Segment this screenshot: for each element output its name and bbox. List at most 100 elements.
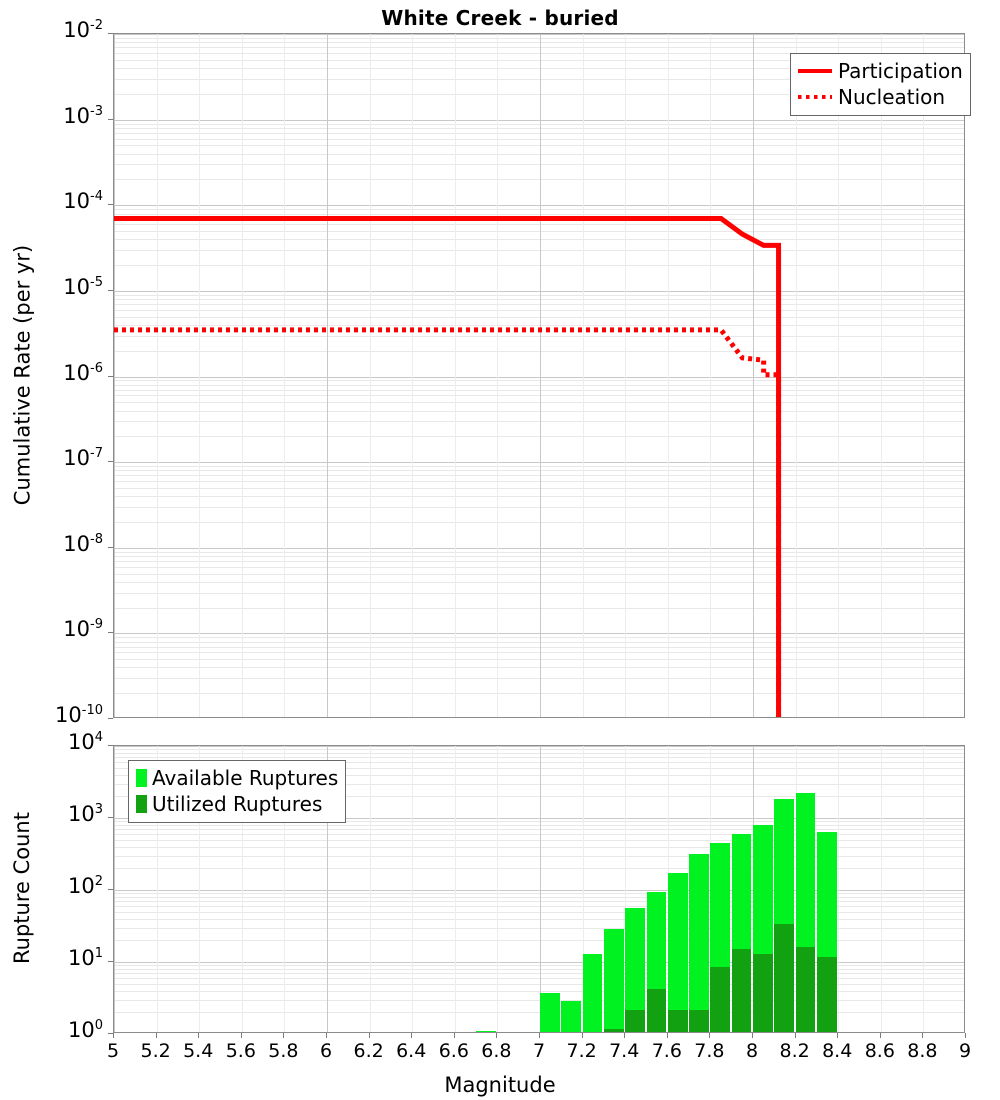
gridline-minor-vertical bbox=[242, 746, 243, 1032]
bar-segment-utilized bbox=[667, 1010, 688, 1032]
top-panel-legend: Participation Nucleation bbox=[790, 53, 971, 116]
gridline-minor-horizontal bbox=[114, 973, 964, 974]
histogram-bar bbox=[731, 746, 752, 1032]
gridline-minor-horizontal bbox=[114, 637, 964, 638]
gridline-major-horizontal bbox=[114, 377, 964, 378]
x-tick-4: 5.8 bbox=[268, 1040, 299, 1062]
top-panel-y-tick-mark bbox=[108, 119, 113, 120]
bar-segment-available bbox=[540, 992, 560, 1032]
legend-item-nucleation: Nucleation bbox=[798, 84, 963, 110]
top-panel-y-tick-3: 10-5 bbox=[63, 274, 103, 299]
bottom-panel-y-tick-4: 100 bbox=[67, 1018, 103, 1042]
dotted-line-icon bbox=[798, 95, 832, 99]
x-tick-mark bbox=[198, 1033, 199, 1038]
gridline-minor-horizontal bbox=[114, 351, 964, 352]
gridline-minor-horizontal bbox=[114, 906, 964, 907]
gridline-minor-horizontal bbox=[114, 912, 964, 913]
gridline-major-vertical bbox=[327, 746, 328, 1032]
bottom-panel-y-axis-label: Rupture Count bbox=[10, 812, 34, 964]
gridline-minor-horizontal bbox=[114, 475, 964, 476]
gridline-minor-horizontal bbox=[114, 68, 964, 69]
gridline-minor-vertical bbox=[583, 34, 584, 717]
gridline-minor-horizontal bbox=[114, 79, 964, 80]
gridline-major-vertical bbox=[327, 34, 328, 717]
x-axis-label: Magnitude bbox=[444, 1073, 556, 1097]
gridline-minor-horizontal bbox=[114, 647, 964, 648]
gridline-minor-vertical bbox=[370, 34, 371, 717]
gridline-minor-horizontal bbox=[114, 762, 964, 763]
solid-line-icon bbox=[798, 69, 832, 73]
x-tick-12: 7.4 bbox=[609, 1040, 640, 1062]
bottom-panel-y-tick-mark bbox=[108, 817, 113, 818]
gridline-minor-horizontal bbox=[114, 164, 964, 165]
top-panel-y-tick-2: 10-4 bbox=[63, 189, 103, 214]
gridline-minor-horizontal bbox=[114, 856, 964, 857]
top-panel-gridlines bbox=[114, 34, 964, 717]
gridline-major-horizontal bbox=[114, 746, 964, 747]
gridline-minor-vertical bbox=[370, 746, 371, 1032]
figure-title: White Creek - buried bbox=[381, 6, 619, 30]
cumulative-rate-plot bbox=[113, 33, 965, 718]
top-panel-y-tick-mark bbox=[108, 547, 113, 548]
gridline-minor-horizontal bbox=[114, 310, 964, 311]
gridline-major-horizontal bbox=[114, 633, 964, 634]
top-panel-y-tick-5: 10-7 bbox=[63, 446, 103, 471]
color-swatch-icon bbox=[136, 795, 147, 813]
bottom-panel-y-tick-0: 104 bbox=[67, 730, 103, 754]
gridline-minor-horizontal bbox=[114, 969, 964, 970]
legend-item-participation: Participation bbox=[798, 58, 963, 84]
bar-segment-available bbox=[582, 954, 603, 1032]
gridline-minor-horizontal bbox=[114, 749, 964, 750]
x-tick-mark bbox=[709, 1033, 710, 1038]
gridline-minor-vertical bbox=[497, 34, 498, 717]
gridline-minor-horizontal bbox=[114, 775, 964, 776]
x-tick-mark bbox=[624, 1033, 625, 1038]
x-tick-mark bbox=[496, 1033, 497, 1038]
bottom-panel-y-tick-mark bbox=[108, 745, 113, 746]
gridline-minor-horizontal bbox=[114, 593, 964, 594]
gridline-minor-vertical bbox=[881, 34, 882, 717]
gridline-minor-vertical bbox=[242, 34, 243, 717]
gridline-minor-horizontal bbox=[114, 265, 964, 266]
top-panel-data-layer bbox=[114, 34, 964, 717]
top-panel-y-tick-8: 10-10 bbox=[55, 703, 103, 727]
bar-segment-available bbox=[667, 873, 688, 1032]
x-tick-7: 6.4 bbox=[396, 1040, 427, 1062]
top-panel-y-tick-6: 10-8 bbox=[63, 531, 103, 556]
gridline-minor-vertical bbox=[157, 34, 158, 717]
x-tick-mark bbox=[752, 1033, 753, 1038]
gridline-minor-vertical bbox=[455, 34, 456, 717]
top-panel-y-tick-0: 10-2 bbox=[63, 18, 103, 42]
bar-segment-utilized bbox=[774, 923, 795, 1032]
x-tick-2: 5.4 bbox=[183, 1040, 214, 1062]
gridline-minor-horizontal bbox=[114, 582, 964, 583]
x-tick-15: 8 bbox=[745, 1040, 759, 1062]
histogram-bar bbox=[816, 746, 837, 1032]
top-panel-y-tick-mark bbox=[108, 632, 113, 633]
x-tick-mark bbox=[283, 1033, 284, 1038]
gridline-minor-horizontal bbox=[114, 390, 964, 391]
gridline-minor-horizontal bbox=[114, 928, 964, 929]
gridline-minor-vertical bbox=[412, 746, 413, 1032]
bar-segment-utilized bbox=[731, 949, 752, 1032]
x-tick-mark bbox=[795, 1033, 796, 1038]
gridline-minor-horizontal bbox=[114, 304, 964, 305]
gridline-minor-horizontal bbox=[114, 678, 964, 679]
gridline-minor-horizontal bbox=[114, 642, 964, 643]
gridline-minor-horizontal bbox=[114, 796, 964, 797]
gridline-minor-horizontal bbox=[114, 436, 964, 437]
gridline-minor-vertical bbox=[497, 746, 498, 1032]
bar-segment-available bbox=[625, 908, 645, 1032]
histogram-bar bbox=[710, 746, 731, 1032]
gridline-major-vertical bbox=[114, 746, 115, 1032]
gridline-minor-horizontal bbox=[114, 496, 964, 497]
bar-segment-available bbox=[689, 853, 709, 1032]
gridline-minor-vertical bbox=[838, 34, 839, 717]
x-tick-6: 6.2 bbox=[353, 1040, 384, 1062]
gridline-minor-horizontal bbox=[114, 567, 964, 568]
gridline-minor-horizontal bbox=[114, 608, 964, 609]
x-tick-mark bbox=[667, 1033, 668, 1038]
bottom-panel-y-tick-2: 102 bbox=[67, 874, 103, 898]
gridline-minor-horizontal bbox=[114, 231, 964, 232]
x-tick-3: 5.6 bbox=[225, 1040, 256, 1062]
